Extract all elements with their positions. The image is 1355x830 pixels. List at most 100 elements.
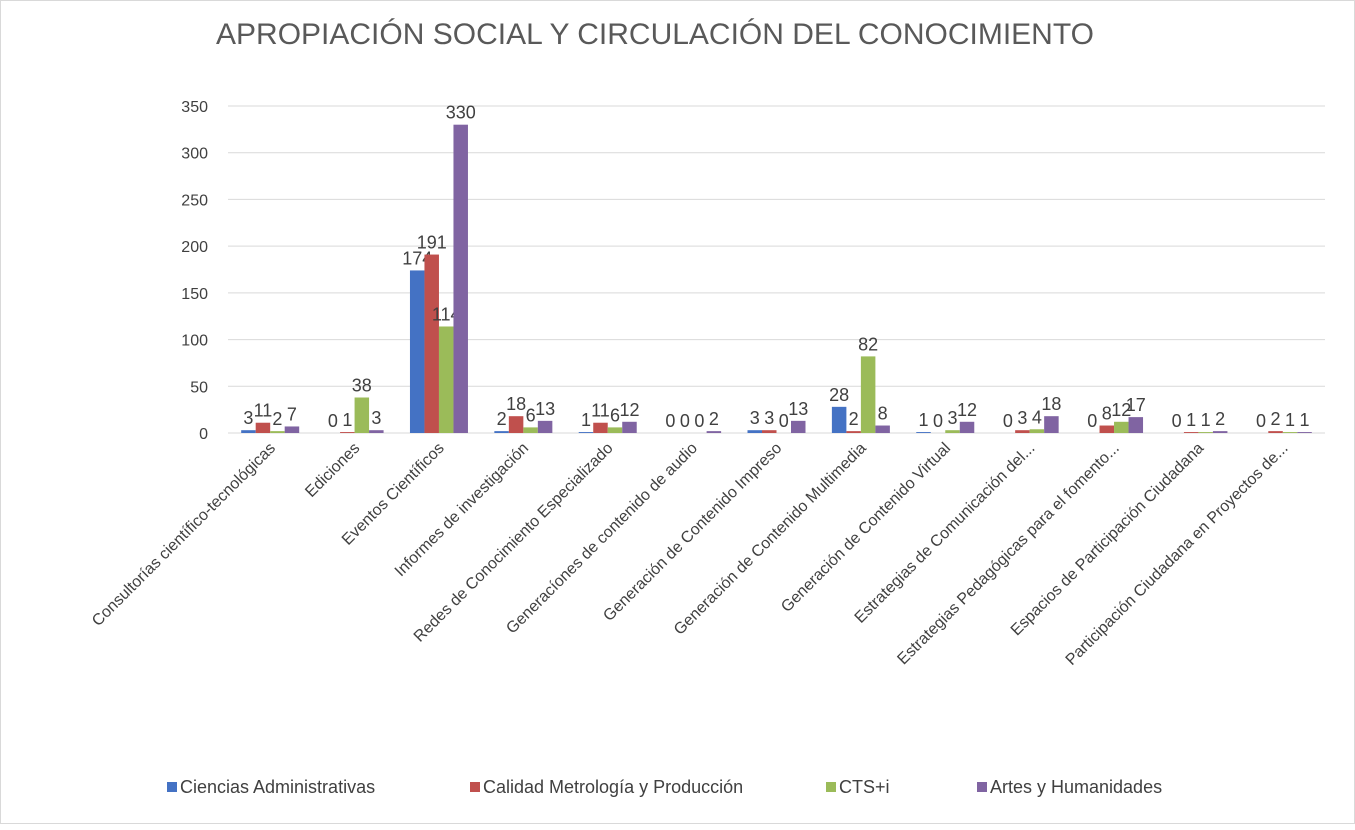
bar	[523, 427, 538, 433]
bar	[537, 420, 553, 433]
legend-label: Ciencias Administrativas	[180, 777, 375, 797]
legend-label: Calidad Metrología y Producción	[483, 777, 743, 797]
data-label: 0	[680, 411, 690, 431]
data-label: 18	[506, 394, 526, 414]
bar	[1128, 417, 1144, 433]
y-tick-label: 300	[181, 146, 208, 163]
data-label: 28	[829, 385, 849, 405]
bar	[831, 406, 847, 433]
data-label: 8	[878, 404, 888, 424]
bar	[578, 432, 594, 433]
legend-swatch	[977, 782, 987, 792]
data-label: 0	[1003, 411, 1013, 431]
data-label: 0	[1087, 411, 1097, 431]
bar	[438, 326, 454, 433]
bar	[1183, 432, 1199, 433]
bar	[494, 431, 509, 433]
bar	[959, 421, 975, 433]
data-label: 0	[328, 411, 338, 431]
y-tick-label: 200	[181, 239, 208, 256]
bar	[607, 427, 623, 433]
bar	[241, 430, 256, 433]
data-label: 0	[1172, 411, 1182, 431]
bar	[1099, 425, 1115, 433]
bar	[1114, 421, 1129, 433]
data-label: 0	[933, 411, 943, 431]
legend-label: CTS+i	[839, 777, 890, 797]
data-label: 3	[750, 408, 760, 428]
bar	[354, 397, 370, 433]
bar	[1029, 429, 1045, 433]
data-label: 3	[764, 408, 774, 428]
data-label: 12	[957, 400, 977, 420]
data-label: 191	[417, 233, 447, 253]
data-label: 1	[919, 410, 929, 430]
bar	[762, 430, 777, 433]
data-label: 114	[432, 304, 461, 324]
bar	[593, 422, 608, 433]
data-label: 3	[243, 408, 253, 428]
y-tick-label: 100	[181, 333, 208, 350]
data-label: 0	[779, 411, 789, 431]
data-label: 2	[497, 409, 507, 429]
bar	[945, 430, 960, 433]
data-label: 6	[610, 405, 620, 425]
chart-title: APROPIACIÓN SOCIAL Y CIRCULACIÓN DEL CON…	[216, 18, 1094, 51]
data-label: 1	[342, 410, 352, 430]
data-label: 6	[526, 405, 536, 425]
bar	[1015, 430, 1030, 433]
data-label: 13	[788, 399, 808, 419]
data-label: 1	[1285, 410, 1295, 430]
bar	[255, 422, 271, 433]
data-label: 11	[254, 401, 273, 421]
data-label: 18	[1041, 394, 1061, 414]
data-label: 11	[591, 401, 610, 421]
data-label: 12	[1111, 400, 1131, 420]
bar	[747, 430, 762, 433]
bar	[409, 270, 425, 433]
data-label: 1	[581, 410, 591, 430]
bar	[453, 124, 468, 433]
legend-swatch	[470, 782, 480, 792]
y-tick-label: 150	[181, 286, 208, 303]
y-tick-label: 0	[199, 426, 208, 443]
data-label: 1	[1201, 410, 1211, 430]
bar	[1297, 432, 1312, 433]
bar	[369, 430, 384, 433]
bar	[284, 426, 300, 433]
bar	[1044, 416, 1059, 433]
data-label: 2	[272, 409, 282, 429]
data-label: 0	[694, 411, 704, 431]
data-label: 3	[1017, 408, 1027, 428]
bar	[846, 431, 861, 433]
y-tick-label: 50	[190, 379, 208, 396]
data-label: 1	[1186, 410, 1196, 430]
data-label: 13	[535, 399, 555, 419]
data-label: 2	[849, 409, 859, 429]
bar	[916, 432, 931, 433]
legend-label: Artes y Humanidades	[990, 777, 1162, 797]
bar	[1282, 432, 1298, 433]
data-label: 3	[371, 408, 381, 428]
bar	[706, 431, 722, 433]
bar	[875, 425, 890, 433]
data-label: 8	[1102, 404, 1112, 424]
data-label: 38	[352, 375, 372, 395]
bar	[1198, 432, 1213, 433]
data-label: 1	[1300, 410, 1310, 430]
bar	[508, 416, 524, 433]
data-label: 2	[1271, 409, 1281, 429]
bar	[622, 421, 637, 433]
bar	[1212, 431, 1228, 433]
y-tick-label: 350	[181, 99, 208, 116]
bar	[1268, 431, 1283, 433]
data-label: 0	[1256, 411, 1266, 431]
legend-swatch	[826, 782, 836, 792]
data-label: 82	[858, 334, 878, 354]
data-label: 2	[709, 409, 719, 429]
bar	[340, 432, 355, 433]
y-tick-label: 250	[181, 192, 208, 209]
bar	[424, 254, 439, 433]
